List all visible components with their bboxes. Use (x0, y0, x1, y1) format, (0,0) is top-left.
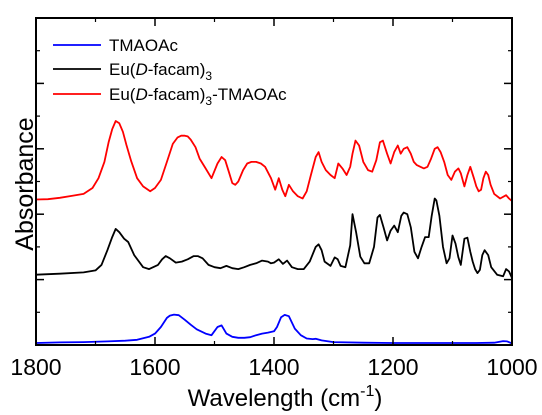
legend-label-eu-facam-pre: Eu( (109, 60, 136, 79)
legend-label-eu-facam: Eu(D-facam)3 (109, 60, 212, 83)
series-line-1 (35, 197, 513, 279)
x-tick-label-1400: 1400 (248, 354, 299, 380)
series-line-2 (35, 120, 513, 202)
series-layer (35, 120, 513, 345)
legend-label-eu-facam-tmaoac-pre: Eu( (109, 85, 136, 104)
legend-label-eu-facam-tmaoac-mid: -facam) (148, 85, 206, 104)
plot-frame (35, 17, 513, 346)
legend-label-eu-facam-ital: D (135, 60, 147, 79)
x-tick-label-1600: 1600 (129, 354, 180, 380)
legend-label-tmaoac: TMAOAc (109, 36, 178, 55)
y-axis-label: Absorbance (11, 117, 39, 250)
legend-label-eu-facam-tmaoac: Eu(D-facam)3-TMAOAc (109, 85, 287, 108)
x-axis-label-close: ) (374, 385, 382, 412)
x-axis-label-superscript: -1 (360, 383, 374, 400)
legend-label-eu-facam-sub: 3 (205, 69, 212, 83)
legend-label-eu-facam-tmaoac-post: -TMAOAc (212, 85, 287, 104)
x-axis-label: Wavelength (cm-1) (188, 383, 383, 412)
legend-label-eu-facam-mid: -facam) (148, 60, 206, 79)
x-tick-label-1200: 1200 (367, 354, 418, 380)
ticks-layer: 1800 1600 1400 1200 1000 (10, 18, 538, 380)
x-tick-label-1000: 1000 (486, 354, 537, 380)
series-line-0 (35, 313, 513, 345)
x-axis-label-main: Wavelength (cm (188, 385, 361, 412)
x-tick-label-1800: 1800 (10, 354, 61, 380)
legend-label-eu-facam-tmaoac-ital: D (135, 85, 147, 104)
legend: TMAOAc Eu(D-facam)3 Eu(D-facam)3-TMAOAc (53, 36, 287, 108)
legend-label-eu-facam-tmaoac-sub: 3 (205, 94, 212, 108)
